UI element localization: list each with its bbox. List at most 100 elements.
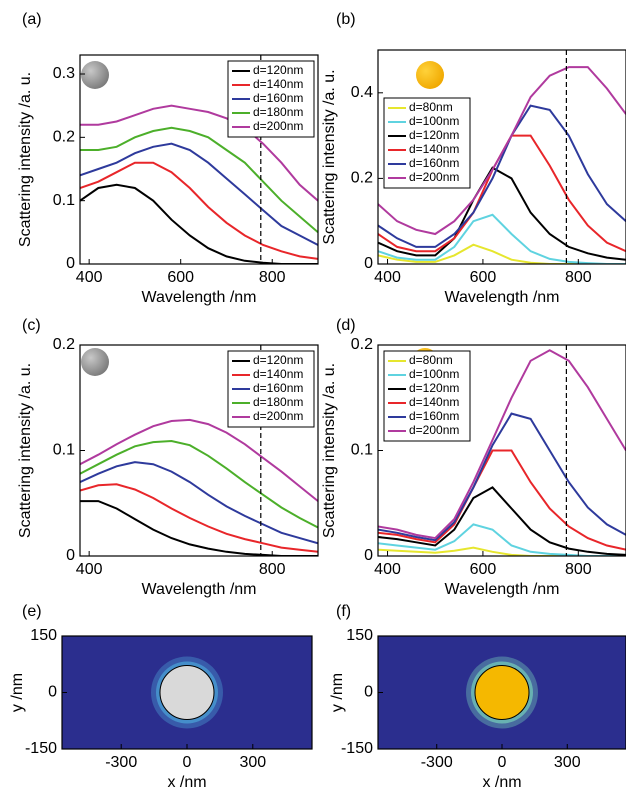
x-tick-label: -300 [421,754,453,771]
x-tick-label: 800 [259,561,286,578]
y-tick-label: 150 [346,627,373,644]
legend-label: d=120nm [409,128,459,142]
particle [474,665,530,720]
legend-label: d=120nm [253,63,303,77]
legend-label: d=200nm [253,119,303,133]
legend-label: d=120nm [253,353,303,367]
y-axis-label: y /nm [9,673,26,712]
legend-box [383,97,471,189]
legend-label: d=80nm [409,353,453,367]
series-line [80,461,318,545]
y-axis-label: Scattering intensity /a. u. [321,363,338,538]
legend-label: d=180nm [253,395,303,409]
legend-label: d=180nm [253,105,303,119]
series-line [378,213,626,264]
y-tick-label: 0.1 [53,442,75,459]
y-tick-label: -150 [341,740,373,757]
series-line [378,349,626,540]
y-tick-label: 0.2 [53,336,75,353]
y-tick-label: 0.2 [53,129,75,146]
y-tick-label: 0.4 [351,84,373,101]
x-axis-label: Wavelength /nm [444,289,559,306]
legend-label: d=100nm [409,367,459,381]
x-tick-label: 400 [374,561,401,578]
x-tick-label: 0 [183,754,192,771]
x-tick-label: 400 [374,269,401,286]
legend-label: d=160nm [409,409,459,423]
x-axis-label: Wavelength /nm [141,289,256,306]
series-line [378,104,626,248]
series-line [80,126,318,234]
y-tick-label: 0.2 [351,170,373,187]
x-tick-label: 300 [239,754,266,771]
series-line [80,418,318,502]
particle [159,665,215,720]
x-tick-label: 600 [470,269,497,286]
y-tick-label: 0.2 [351,336,373,353]
legend-label: d=140nm [409,395,459,409]
series-line [80,161,318,260]
legend-label: d=140nm [253,367,303,381]
panel-label: (b) [336,11,356,28]
y-tick-label: 0 [364,684,373,701]
particle-icon [416,61,444,89]
x-axis-label: Wavelength /nm [141,581,256,598]
legend-label: d=120nm [409,381,459,395]
x-tick-label: 800 [259,269,286,286]
legend-label: d=140nm [409,142,459,156]
panel-label: (c) [22,317,41,334]
y-tick-label: 150 [30,627,57,644]
y-tick-label: 0 [48,684,57,701]
series-line [80,104,318,202]
particle-icon [81,348,109,376]
x-axis-label: x /nm [167,774,206,791]
y-tick-label: 0 [66,255,75,272]
series-line [378,546,626,556]
legend-label: d=160nm [253,381,303,395]
series-line [378,449,626,551]
panel-label: (d) [336,317,356,334]
series-line [378,166,626,261]
x-axis-label: x /nm [482,774,521,791]
x-tick-label: 800 [565,269,592,286]
plot-area [378,636,626,749]
x-tick-label: 400 [76,269,103,286]
y-tick-label: 0 [364,547,373,564]
series-line [80,142,318,246]
legend-label: d=160nm [409,156,459,170]
panel-label: (a) [22,11,42,28]
y-axis-label: Scattering intensity /a. u. [17,72,34,247]
series-line [378,66,626,236]
plot-area [62,636,312,749]
y-tick-label: -150 [25,740,57,757]
y-axis-label: y /nm [329,673,346,712]
x-tick-label: 600 [167,269,194,286]
panel-label: (f) [336,603,351,620]
y-tick-label: 0.1 [53,192,75,209]
legend-label: d=140nm [253,77,303,91]
legend-box [383,350,471,442]
panel-label: (e) [22,603,42,620]
legend-label: d=100nm [409,114,459,128]
x-tick-label: 300 [554,754,581,771]
y-tick-label: 0 [66,547,75,564]
series-line [80,439,318,529]
legend-label: d=80nm [409,100,453,114]
x-tick-label: -300 [105,754,137,771]
particle-icon [81,61,109,89]
y-tick-label: 0.3 [53,65,75,82]
series-line [80,483,318,553]
axes-frame [377,49,626,265]
x-tick-label: 600 [470,561,497,578]
x-tick-label: 400 [76,561,103,578]
series-line [378,412,626,542]
y-tick-label: 0 [364,255,373,272]
legend-label: d=200nm [253,409,303,423]
series-line [378,486,626,556]
axes-frame [79,54,319,265]
legend-label: d=200nm [409,170,459,184]
legend-label: d=160nm [253,91,303,105]
legend-label: d=200nm [409,423,459,437]
